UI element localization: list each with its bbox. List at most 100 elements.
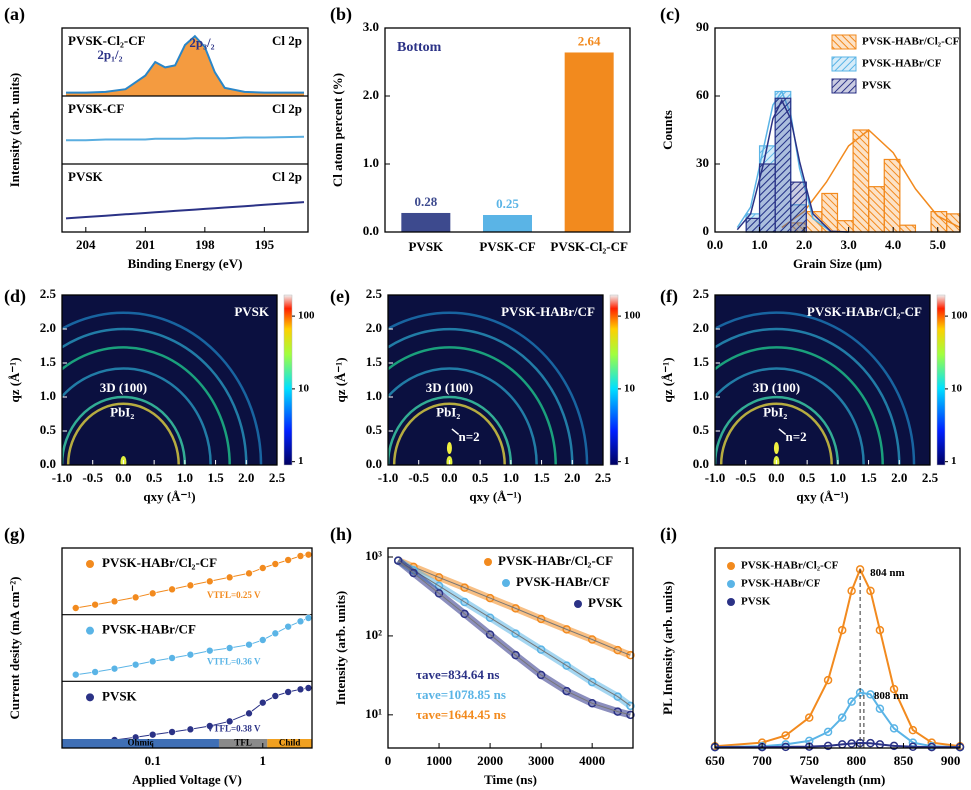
value-label: 0.28 [414, 194, 437, 209]
series-label: PVSK-Cl₂-CF [68, 33, 146, 48]
x-tick-label: 4000 [579, 753, 605, 768]
legend-marker [502, 579, 510, 587]
region-label: Child [279, 738, 301, 748]
panel-label: (e) [330, 286, 350, 307]
panel-label: (i) [660, 524, 677, 545]
y-axis-label: Intensity (arb. units) [333, 591, 348, 706]
panel-label: (f) [660, 286, 678, 307]
bar [564, 52, 614, 233]
y-tick-label: 0.5 [366, 422, 383, 437]
x-tick-label: -1.0 [378, 470, 399, 485]
legend-label: PVSK [862, 80, 892, 92]
y-axis-label: Intensity (arb. units) [7, 73, 22, 188]
y-tick-label: 1.5 [693, 354, 710, 369]
plot-frame [387, 547, 634, 749]
data-point [908, 725, 918, 735]
data-point [889, 684, 899, 694]
data-point [434, 573, 444, 582]
diffraction-ring [715, 395, 840, 465]
region-bar [267, 739, 312, 748]
x-axis-label: Time (ns) [484, 772, 537, 787]
panel-label: (g) [4, 524, 25, 545]
x-tick-label: 850 [894, 753, 914, 768]
plot-frame [387, 294, 604, 466]
y-axis-label: Counts [660, 110, 675, 150]
legend-marker [727, 580, 735, 588]
data-point [168, 585, 176, 594]
annotation: 3D (100) [753, 380, 800, 395]
legend-label: PVSK-HABr/CF [862, 58, 942, 70]
legend-label: PVSK-HABr/CF [741, 578, 821, 590]
x-tick-label: 1000 [426, 753, 452, 768]
legend-label: PVSK-HABr/CF [516, 574, 610, 589]
legend-marker [86, 626, 94, 635]
x-axis-label: Wavelength (nm) [790, 772, 886, 787]
diffraction-ring [715, 311, 916, 465]
plot-frame [714, 547, 961, 749]
x-tick-label: 800 [847, 753, 867, 768]
diffraction-ring [715, 346, 884, 465]
plot-frame [61, 27, 309, 233]
x-tick-label: 1.5 [860, 470, 877, 485]
plot-frame [714, 294, 931, 466]
value-label: 0.25 [496, 196, 519, 211]
diffraction-ring [719, 402, 833, 465]
map-background [62, 295, 277, 465]
diffraction-ring [388, 346, 557, 465]
value-label: 2.64 [578, 33, 601, 48]
data-point [847, 739, 856, 748]
data-point [908, 742, 918, 751]
data-point [837, 713, 847, 722]
region-bar [218, 739, 268, 748]
annotation: n=2 [459, 429, 480, 444]
histogram-bar [946, 213, 961, 233]
data-point [304, 684, 313, 692]
colorbar-tick-label: 100 [951, 310, 968, 322]
diffraction-ring [715, 327, 901, 465]
legend-label: PVSK-HABr/Cl₂-CF [102, 555, 217, 570]
colorbar-tick-label: 10 [951, 382, 963, 394]
colorbar [283, 294, 293, 466]
data-point [587, 699, 597, 708]
histogram-bar [868, 186, 885, 233]
x-axis-label: Grain Size (μm) [793, 256, 882, 271]
y-tick-label: 1.0 [363, 155, 379, 170]
panel-label: (d) [4, 286, 26, 307]
x-tick-label: 5.0 [930, 237, 946, 252]
annotation: VTFL=0.38 V [207, 723, 261, 733]
x-tick-label: 650 [705, 753, 725, 768]
colorbar [609, 294, 619, 466]
panel-label: (c) [660, 4, 680, 25]
data-point [626, 650, 635, 660]
x-tick-label: 1.0 [177, 470, 193, 485]
data-point [837, 625, 847, 635]
legend-label: PVSK-HABr/Cl₂-CF [862, 36, 960, 48]
data-point [875, 625, 885, 635]
colorbar-tick-label: 1 [624, 455, 630, 467]
data-point [258, 636, 267, 644]
y-tick-label: 3.0 [363, 19, 379, 34]
data-point [536, 614, 546, 624]
data-point [296, 552, 305, 560]
diffraction-ring [388, 311, 589, 465]
y-tick-label: 2.5 [366, 286, 383, 301]
data-point [626, 710, 635, 720]
x-tick-label: 2.5 [269, 470, 286, 485]
colorbar-tick-label: 100 [298, 310, 315, 322]
x-tick-label: 0.5 [799, 470, 816, 485]
colorbar-tick-label: 10 [624, 382, 636, 394]
peak-label: 808 nm [874, 690, 909, 702]
legend-swatch [831, 78, 857, 94]
x-tick-label: 2000 [477, 753, 503, 768]
legend-marker [727, 562, 735, 570]
spectrum-line [66, 135, 305, 142]
x-tick-label: 1.0 [751, 237, 767, 252]
data-point [511, 650, 520, 660]
x-tick-label: 900 [941, 753, 961, 768]
series-tag: Cl 2p [272, 101, 302, 116]
y-tick-label: 0.0 [363, 223, 379, 238]
data-point [245, 569, 253, 578]
annotation: PbI₂ [110, 404, 134, 419]
x-tick-label: -0.5 [735, 470, 756, 485]
